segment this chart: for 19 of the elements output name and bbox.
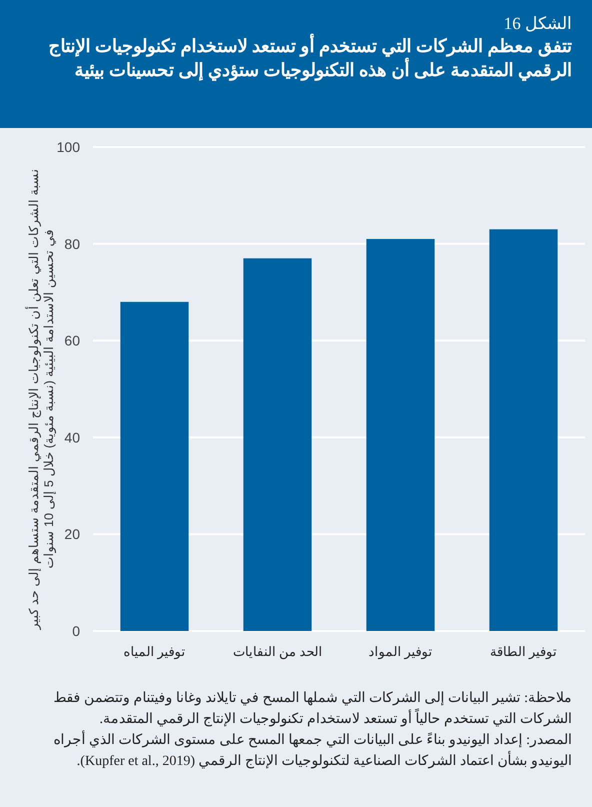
bar bbox=[489, 229, 558, 631]
bar bbox=[366, 238, 435, 631]
y-tick-label: 60 bbox=[64, 332, 80, 349]
y-tick-label: 40 bbox=[64, 429, 80, 446]
x-tick-label: الحد من النفايات bbox=[232, 644, 322, 660]
chart-title: الشكل 16 bbox=[502, 14, 572, 34]
x-tick-label: توفير المواد bbox=[368, 644, 433, 660]
text: المصدر: إعداد اليونيدو بناءً على البيانات التي جمعها المسح على مستوى الشركات الذي أجراه اليونيدو بشأن اعتماد الشركات الصناعية لتكنولوجيات الإنتاج الرقمي (Kupfer et al., 2019). bbox=[52, 730, 572, 771]
bar bbox=[120, 302, 189, 631]
y-axis-title: نسبة الشركات التي تعلن أن تكنولوجيات الإنتاج الرقمي المتقدمة ستساهم إلى حد كبير في تحسين الاستدامة البيئية (نسبة مئوية) خلال 5 إلى 10 سنوات bbox=[27, 168, 57, 632]
y-tick-label: 80 bbox=[64, 236, 80, 252]
x-tick-label: توفير المياه bbox=[123, 644, 186, 660]
y-tick-label: 20 bbox=[64, 526, 80, 542]
x-tick-label: توفير الطاقة bbox=[490, 644, 558, 660]
y-tick-label: 0 bbox=[72, 623, 80, 639]
text: ملاحظة: تشير البيانات إلى الشركات التي شملها المسح في تايلاند وغانا وفيتنام وتتضمن فقط الشركات التي تستخدم حالياً أو تستعد لاستخدام تكنولوجيات الإنتاج الرقمي المتقدمة. bbox=[52, 690, 572, 729]
y-tick-label: 100 bbox=[56, 139, 80, 155]
bar bbox=[243, 258, 312, 631]
chart-subtitle: تتفق معظم الشركات التي تستخدم أو تستعد لاستخدام تكنولوجيات الإنتاج الرقمي المتقدمة على أن هذه التكنولوجيات ستؤدي إلى تحسينات بيئية bbox=[48, 34, 572, 82]
